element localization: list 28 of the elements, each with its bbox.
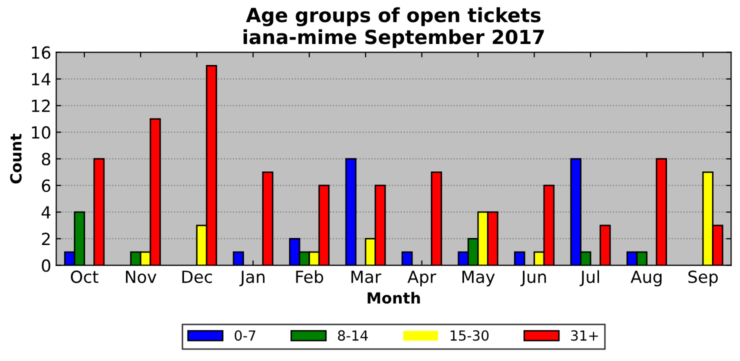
y-tick-label: 14: [32, 73, 50, 86]
y-tick-label: 2: [42, 232, 50, 246]
x-tick-label: Jun: [520, 270, 546, 286]
y-tick-label: 10: [32, 126, 50, 139]
x-tick-label: Nov: [126, 270, 156, 284]
y-tick-label: 16: [32, 46, 50, 59]
x-tick-label: Sep: [688, 270, 718, 286]
y-tick-label: 4: [42, 206, 50, 218]
legend-label: 15-30: [450, 330, 489, 341]
y-tick-label: 6: [42, 179, 50, 192]
x-tick-label: Aug: [630, 270, 662, 286]
legend-label: 0-7: [234, 330, 256, 341]
chart-title: Age groups of open tickets iana-mime September 2017: [244, 7, 544, 48]
x-tick-label: Jan: [239, 270, 265, 286]
y-tick-label: 8: [42, 152, 50, 166]
y-tick-label: 0: [42, 259, 50, 272]
x-axis-title: Month: [368, 292, 420, 304]
x-tick-label: Jul: [580, 270, 600, 286]
x-tick-label: Mar: [351, 270, 382, 284]
x-tick-label: Oct: [70, 270, 98, 284]
x-tick-label: May: [462, 270, 495, 286]
x-tick-label: Dec: [182, 270, 212, 284]
legend-label: 31+: [571, 330, 598, 341]
legend-label: 8-14: [338, 330, 368, 341]
y-axis-title: Count: [10, 134, 22, 184]
y-tick-label: 12: [32, 100, 50, 112]
x-tick-label: Feb: [296, 270, 324, 284]
x-tick-label: Apr: [408, 270, 436, 286]
